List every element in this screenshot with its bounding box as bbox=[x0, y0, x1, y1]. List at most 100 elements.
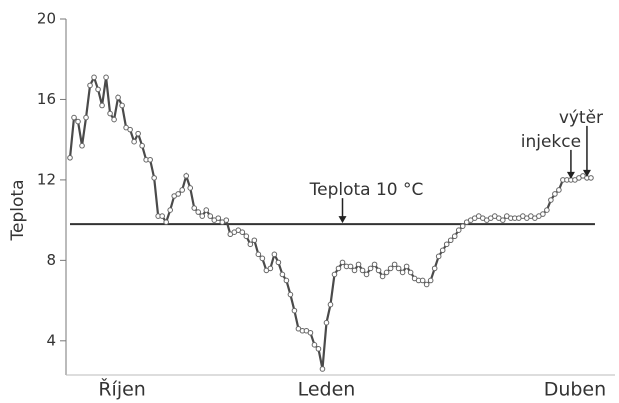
x-tick-label: Říjen bbox=[98, 378, 146, 401]
data-point bbox=[379, 273, 386, 280]
data-point bbox=[319, 366, 326, 372]
data-point bbox=[247, 241, 254, 248]
data-point bbox=[327, 301, 334, 308]
data-point bbox=[403, 263, 410, 270]
data-point bbox=[423, 281, 430, 288]
data-point bbox=[255, 251, 262, 258]
data-point bbox=[383, 269, 390, 276]
data-point bbox=[79, 142, 85, 149]
y-tick-label: 16 bbox=[37, 90, 56, 108]
data-point bbox=[291, 307, 298, 314]
data-point bbox=[239, 229, 246, 235]
data-point bbox=[147, 156, 153, 163]
data-point bbox=[355, 261, 362, 268]
data-point bbox=[115, 94, 121, 101]
data-point bbox=[91, 74, 97, 81]
data-point bbox=[387, 265, 394, 272]
data-point bbox=[443, 241, 450, 248]
data-point bbox=[407, 269, 414, 276]
data-point bbox=[107, 110, 113, 117]
data-point bbox=[540, 211, 546, 217]
x-tick-label: Duben bbox=[544, 379, 606, 401]
data-point bbox=[75, 118, 81, 125]
data-point bbox=[459, 223, 466, 229]
data-point bbox=[359, 267, 366, 274]
data-point bbox=[279, 271, 286, 278]
data-point bbox=[183, 173, 190, 179]
data-point bbox=[259, 255, 266, 262]
data-point bbox=[179, 187, 186, 193]
data-point bbox=[103, 74, 109, 81]
data-point bbox=[267, 265, 274, 272]
data-point bbox=[151, 175, 157, 181]
data-point bbox=[335, 265, 342, 272]
data-line bbox=[68, 74, 591, 370]
data-point bbox=[215, 215, 222, 221]
data-point bbox=[331, 271, 338, 278]
data-point bbox=[544, 207, 550, 213]
data-point bbox=[175, 191, 182, 197]
data-point bbox=[339, 259, 346, 266]
data-point bbox=[435, 253, 442, 260]
data-point bbox=[552, 191, 558, 197]
data-point bbox=[127, 126, 133, 133]
data-point bbox=[447, 237, 454, 244]
data-point bbox=[323, 319, 330, 326]
data-point bbox=[243, 233, 250, 240]
data-point bbox=[167, 207, 173, 213]
data-point bbox=[111, 116, 117, 123]
data-point bbox=[351, 267, 358, 274]
data-point bbox=[419, 277, 426, 284]
y-tick-label: 12 bbox=[37, 170, 56, 188]
data-point bbox=[95, 86, 101, 93]
y-tick-label: 4 bbox=[46, 331, 56, 349]
y-tick-label: 8 bbox=[46, 251, 56, 269]
data-point bbox=[371, 261, 378, 268]
x-tick-label: Leden bbox=[298, 379, 356, 401]
data-point bbox=[588, 175, 594, 181]
data-point bbox=[207, 213, 214, 219]
data-point bbox=[99, 102, 105, 109]
data-point bbox=[223, 217, 230, 223]
data-point bbox=[307, 329, 314, 336]
data-point bbox=[439, 247, 446, 254]
data-point bbox=[251, 237, 258, 244]
data-point bbox=[83, 114, 89, 121]
annotation-label: Teplota 10 °C bbox=[309, 180, 424, 200]
data-point bbox=[199, 213, 206, 219]
data-point bbox=[275, 259, 282, 266]
annotation-arrowhead bbox=[338, 216, 347, 224]
data-point bbox=[71, 114, 77, 121]
data-point bbox=[203, 207, 210, 213]
data-point bbox=[119, 102, 125, 109]
data-point bbox=[135, 130, 141, 137]
annotation-arrowhead bbox=[566, 171, 575, 179]
data-point bbox=[395, 265, 402, 272]
data-point bbox=[131, 138, 137, 145]
data-point bbox=[187, 185, 194, 191]
data-point bbox=[399, 269, 406, 276]
data-point bbox=[311, 342, 318, 348]
data-point bbox=[139, 142, 145, 149]
data-point bbox=[87, 82, 93, 89]
data-point bbox=[375, 267, 382, 274]
annotation-label: injekce bbox=[521, 132, 581, 152]
data-point bbox=[195, 209, 202, 215]
data-point bbox=[451, 233, 458, 240]
data-point bbox=[499, 217, 506, 223]
y-axis-label: Teplota bbox=[8, 180, 28, 242]
data-point bbox=[315, 346, 322, 352]
data-point bbox=[191, 205, 198, 211]
data-point bbox=[391, 261, 398, 268]
data-point bbox=[367, 265, 374, 272]
data-point bbox=[67, 154, 73, 161]
data-point bbox=[431, 265, 438, 272]
annotation-label: výtěr bbox=[559, 108, 603, 128]
data-point bbox=[347, 263, 354, 270]
y-tick-label: 20 bbox=[37, 10, 56, 28]
data-point bbox=[287, 291, 294, 298]
data-point bbox=[455, 227, 462, 233]
data-point bbox=[427, 277, 434, 284]
data-point bbox=[283, 277, 290, 284]
